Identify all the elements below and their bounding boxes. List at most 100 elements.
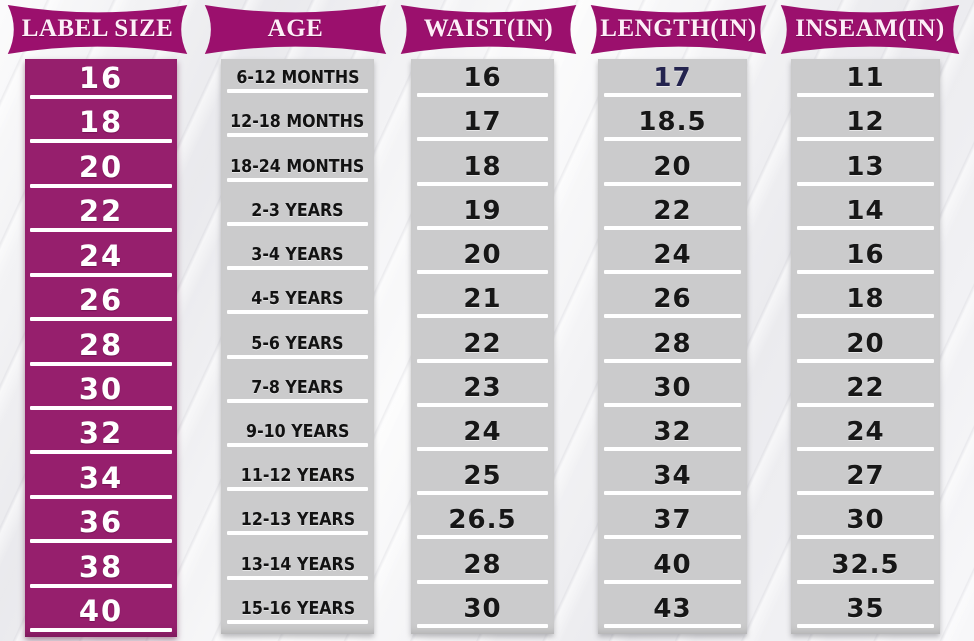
inseam-in-value: 27 <box>846 461 885 492</box>
waist-in-value: 26.5 <box>448 505 517 536</box>
length-in-value: 40 <box>653 549 692 580</box>
row-underline <box>603 137 742 142</box>
inseam-in-value: 30 <box>846 505 885 536</box>
label-size-cell: 24 <box>25 237 177 281</box>
row-underline <box>227 575 368 580</box>
row-underline <box>416 402 549 407</box>
inseam-in-cell: 14 <box>791 192 940 236</box>
age-cell: 6-12 MONTHS <box>221 59 374 103</box>
length-in-cell: 40 <box>598 546 747 590</box>
length-in-value: 20 <box>653 151 692 182</box>
row-underline <box>603 181 742 186</box>
inseam-in-value: 20 <box>846 328 885 359</box>
label-size-value: 18 <box>78 105 124 140</box>
age-value: 6-12 MONTHS <box>235 67 360 89</box>
waist-in-cell: 30 <box>411 590 554 634</box>
inseam-in-value: 11 <box>846 63 885 94</box>
row-underline <box>416 314 549 319</box>
length-in-cell: 43 <box>598 590 747 634</box>
waist-in-value: 19 <box>463 195 502 226</box>
row-underline <box>416 535 549 540</box>
age-value: 3-4 YEARS <box>251 244 344 266</box>
row-underline <box>416 491 549 496</box>
label-size-value: 16 <box>78 60 124 95</box>
row-underline <box>29 183 173 188</box>
row-underline <box>29 139 173 144</box>
length-in-value: 17 <box>653 63 692 94</box>
age-cell: 9-10 YEARS <box>221 413 374 457</box>
waist-in-value: 20 <box>463 240 502 271</box>
inseam-in-cell: 12 <box>791 103 940 147</box>
row-underline <box>227 177 368 182</box>
column-header-waist: WAIST(IN) <box>423 14 554 42</box>
age-value: 9-10 YEARS <box>245 420 350 442</box>
label-size-cell: 38 <box>25 548 177 592</box>
row-underline <box>603 225 742 230</box>
label-size-cell: 30 <box>25 370 177 414</box>
waist-in-cell: 21 <box>411 280 554 324</box>
row-underline <box>603 535 742 540</box>
age-value: 12-13 YEARS <box>240 509 355 531</box>
label-size-value: 36 <box>78 505 124 540</box>
label-size-cell: 18 <box>25 103 177 147</box>
row-underline <box>796 623 935 628</box>
row-underline <box>416 93 549 98</box>
length-in-value: 18.5 <box>638 107 707 138</box>
row-underline <box>796 270 935 275</box>
label-size-cell: 28 <box>25 326 177 370</box>
length-in-cell: 28 <box>598 324 747 368</box>
row-underline <box>29 628 173 633</box>
age-value: 18-24 MONTHS <box>230 155 365 177</box>
row-underline <box>227 266 368 271</box>
row-underline <box>796 314 935 319</box>
inseam-in-cell: 27 <box>791 457 940 501</box>
age-cell: 18-24 MONTHS <box>221 147 374 191</box>
row-underline <box>796 181 935 186</box>
length-in-cell: 17 <box>598 59 747 103</box>
length-in-cell: 32 <box>598 413 747 457</box>
length-in-cell: 34 <box>598 457 747 501</box>
ribbon-banner-shape <box>780 4 960 55</box>
label-size-cell: 22 <box>25 192 177 236</box>
row-underline <box>416 137 549 142</box>
length-in-value: 30 <box>653 372 692 403</box>
label-size-cell: 20 <box>25 148 177 192</box>
waist-in-value: 24 <box>463 416 502 447</box>
age-value: 5-6 YEARS <box>251 332 344 354</box>
ribbon-banner-shape <box>204 4 387 55</box>
row-underline <box>416 623 549 628</box>
inseam-in-cell: 30 <box>791 501 940 545</box>
age-value: 15-16 YEARS <box>240 597 355 619</box>
row-underline <box>796 535 935 540</box>
waist-column: 16 17 18 19 20 21 22 23 24 25 26.5 28 30 <box>411 59 554 634</box>
row-underline <box>227 221 368 226</box>
row-underline <box>603 446 742 451</box>
waist-in-cell: 20 <box>411 236 554 280</box>
header-ribbon-age: AGE <box>202 3 389 56</box>
inseam-in-cell: 35 <box>791 590 940 634</box>
length-in-value: 24 <box>653 240 692 271</box>
label-size-cell: 32 <box>25 415 177 459</box>
label-size-value: 20 <box>78 149 124 184</box>
waist-in-value: 17 <box>463 107 502 138</box>
length-in-value: 43 <box>653 593 692 624</box>
inseam-column: 11 12 13 14 16 18 20 22 24 27 30 32.5 35 <box>791 59 940 634</box>
inseam-in-value: 22 <box>846 372 885 403</box>
row-underline <box>227 398 368 403</box>
inseam-in-value: 24 <box>846 416 885 447</box>
row-underline <box>29 94 173 99</box>
label-size-column: 16 18 20 22 24 26 28 30 32 34 36 38 40 <box>25 59 177 637</box>
row-underline <box>29 361 173 366</box>
row-underline <box>603 623 742 628</box>
waist-in-value: 22 <box>463 328 502 359</box>
row-underline <box>416 579 549 584</box>
row-underline <box>416 446 549 451</box>
age-value: 12-18 MONTHS <box>230 111 365 133</box>
age-value: 2-3 YEARS <box>251 199 344 221</box>
inseam-in-value: 35 <box>846 593 885 624</box>
label-size-cell: 34 <box>25 459 177 503</box>
inseam-in-cell: 16 <box>791 236 940 280</box>
age-cell: 3-4 YEARS <box>221 236 374 280</box>
age-cell: 2-3 YEARS <box>221 192 374 236</box>
age-cell: 12-13 YEARS <box>221 501 374 545</box>
